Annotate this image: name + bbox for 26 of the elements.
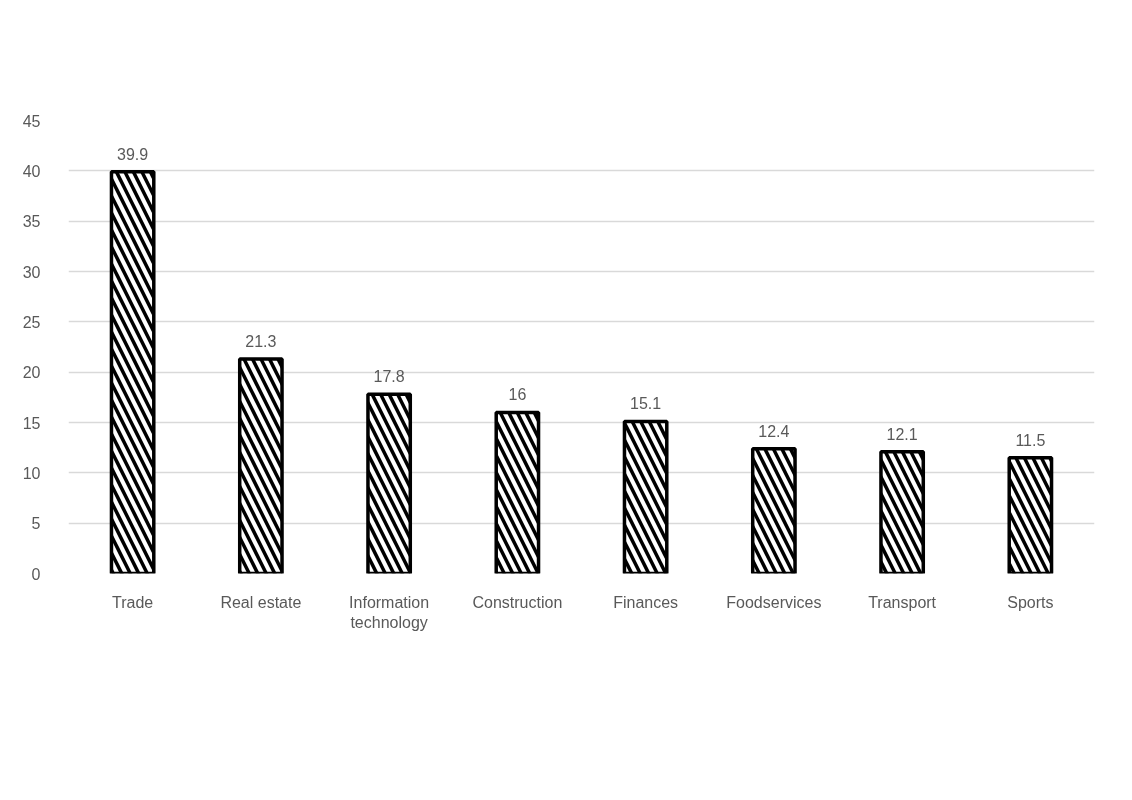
data-label: 17.8 bbox=[373, 368, 405, 386]
x-tick-label: Finances bbox=[613, 593, 679, 611]
x-tick-label: Transport bbox=[868, 593, 937, 611]
y-tick-label: 40 bbox=[22, 162, 41, 180]
x-tick-label: Foodservices bbox=[726, 593, 822, 611]
y-tick-label: 35 bbox=[22, 213, 41, 231]
x-tick-label: Information technology bbox=[349, 593, 430, 631]
y-tick-label: 0 bbox=[31, 565, 41, 583]
data-label: 16 bbox=[508, 386, 527, 404]
y-tick-label: 20 bbox=[22, 364, 41, 382]
data-label: 12.1 bbox=[886, 425, 918, 443]
y-tick-label: 45 bbox=[22, 112, 41, 130]
data-label: 15.1 bbox=[630, 395, 662, 413]
data-label: 12.4 bbox=[758, 422, 790, 440]
x-tick-label: Real estate bbox=[220, 593, 302, 611]
data-label: 11.5 bbox=[1015, 431, 1046, 449]
y-tick-label: 30 bbox=[22, 263, 41, 281]
data-label: 21.3 bbox=[245, 333, 277, 351]
y-tick-label: 5 bbox=[31, 515, 41, 533]
x-tick-label: Trade bbox=[112, 593, 154, 611]
y-tick-label: 15 bbox=[22, 414, 41, 432]
x-tick-label: Sports bbox=[1007, 593, 1054, 611]
y-tick-label: 25 bbox=[22, 313, 41, 331]
data-label: 39.9 bbox=[117, 145, 149, 163]
x-tick-label: Construction bbox=[472, 593, 563, 611]
y-tick-label: 10 bbox=[22, 464, 41, 482]
